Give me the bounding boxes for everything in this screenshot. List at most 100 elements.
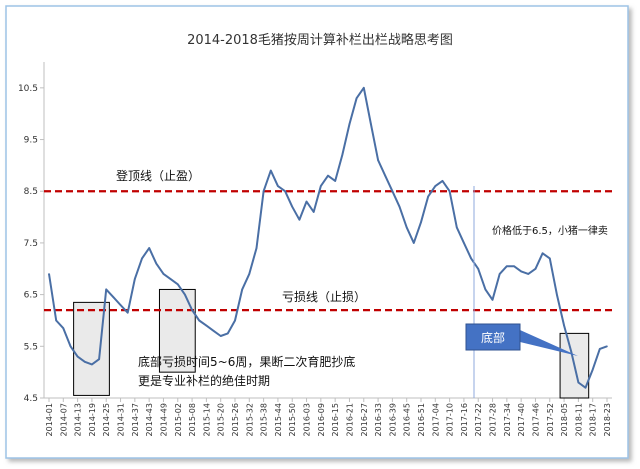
y-tick-label: 5.5	[24, 342, 38, 352]
data-point	[334, 180, 336, 182]
data-point	[234, 319, 236, 322]
x-tick-label: 2015-38	[260, 403, 269, 436]
x-tick-label: 2015-14	[202, 403, 211, 436]
data-point	[427, 195, 429, 198]
data-point	[370, 123, 372, 125]
data-point	[448, 190, 451, 193]
x-axis: 2014-01 2014-07 2014-13 2014-19 2014-25 2014-…	[44, 397, 612, 436]
data-point	[348, 123, 351, 125]
y-tick-label: 6.5	[24, 291, 38, 301]
x-tick-label: 2017-22	[474, 403, 483, 436]
x-tick-label: 2016-09	[317, 403, 326, 436]
x-tick-label: 2016-51	[417, 403, 426, 436]
data-point	[191, 309, 193, 311]
x-tick-label: 2014-07	[59, 403, 68, 436]
data-point	[269, 169, 272, 172]
x-tick-label: 2018-11	[574, 403, 583, 436]
data-point	[69, 345, 72, 348]
ref-label-bottom: 亏损线（止损）	[282, 290, 366, 304]
data-point	[606, 345, 608, 348]
data-point	[98, 358, 100, 361]
x-tick-label: 2016-27	[360, 403, 369, 436]
data-point	[148, 247, 150, 249]
data-point	[141, 257, 143, 260]
data-point	[48, 273, 50, 275]
x-tick-label: 2014-43	[145, 403, 154, 436]
x-tick-label: 2015-02	[174, 403, 183, 436]
x-tick-label: 2014-01	[45, 403, 54, 436]
data-point	[212, 330, 215, 332]
x-tick-label: 2017-34	[503, 403, 512, 436]
data-point	[277, 185, 279, 187]
data-point	[413, 242, 415, 244]
data-point	[255, 247, 258, 249]
data-point	[198, 319, 201, 322]
data-point	[377, 159, 379, 162]
x-tick-label: 2014-19	[88, 403, 97, 436]
x-tick-label: 2017-16	[460, 403, 469, 436]
x-tick-label: 2017-52	[546, 403, 555, 436]
y-tick-label: 9.5	[24, 136, 38, 146]
x-tick-label: 2015-20	[217, 403, 226, 436]
data-point	[262, 190, 265, 193]
data-point	[119, 304, 122, 306]
data-point	[176, 283, 179, 286]
data-point	[434, 185, 437, 187]
x-tick-label: 2015-26	[231, 403, 240, 436]
data-point	[599, 348, 601, 350]
y-tick-label: 4.5	[24, 394, 38, 404]
data-point	[248, 273, 251, 275]
x-tick-label: 2018-17	[589, 403, 598, 436]
data-point	[227, 332, 229, 335]
data-point	[126, 311, 129, 314]
data-point	[484, 288, 487, 291]
chart-title: 2014-2018毛猪按周计算补栏出栏战略思考图	[187, 32, 453, 48]
data-point	[241, 288, 243, 291]
x-tick-label: 2016-45	[403, 403, 412, 436]
y-tick-label: 7.5	[24, 239, 38, 249]
x-tick-label: 2016-03	[303, 403, 312, 436]
data-point	[384, 174, 387, 177]
data-point	[441, 180, 444, 182]
data-point	[513, 265, 515, 267]
x-tick-label: 2017-10	[446, 403, 455, 436]
data-point	[169, 278, 172, 280]
x-tick-label: 2014-37	[131, 403, 140, 436]
x-tick-label: 2017-46	[531, 403, 540, 436]
data-point	[205, 324, 208, 327]
x-tick-label: 2017-40	[517, 403, 526, 436]
data-point	[548, 257, 551, 260]
callout-label: 底部	[481, 330, 505, 345]
data-point	[470, 257, 472, 260]
x-tick-label: 2015-50	[288, 403, 297, 436]
callout-pointer	[520, 330, 578, 356]
y-tick-label: 10.5	[18, 84, 38, 94]
x-tick-label: 2018-23	[603, 403, 612, 436]
data-point	[455, 226, 458, 229]
data-point	[83, 361, 86, 363]
data-point	[506, 265, 508, 267]
data-point	[284, 190, 286, 193]
data-point	[291, 205, 294, 208]
x-tick-label: 2017-04	[431, 403, 440, 436]
x-tick-label: 2016-21	[345, 403, 354, 436]
data-point	[219, 335, 222, 337]
x-tick-label: 2018-05	[560, 403, 569, 436]
data-point	[584, 386, 587, 389]
data-point	[327, 174, 329, 177]
x-tick-label: 2015-44	[274, 403, 283, 436]
data-point	[105, 288, 108, 291]
data-point	[477, 267, 480, 270]
data-point	[76, 355, 79, 358]
data-point	[563, 324, 565, 327]
data-point	[62, 327, 65, 330]
series-layer	[48, 86, 608, 389]
callout: 底部	[465, 323, 578, 356]
data-point	[391, 190, 394, 193]
data-point	[312, 211, 315, 213]
bottom-note-line1: 底部亏损时间5~6周，果断二次育肥抄底	[138, 354, 355, 369]
data-point	[570, 350, 573, 353]
data-point	[162, 273, 165, 275]
